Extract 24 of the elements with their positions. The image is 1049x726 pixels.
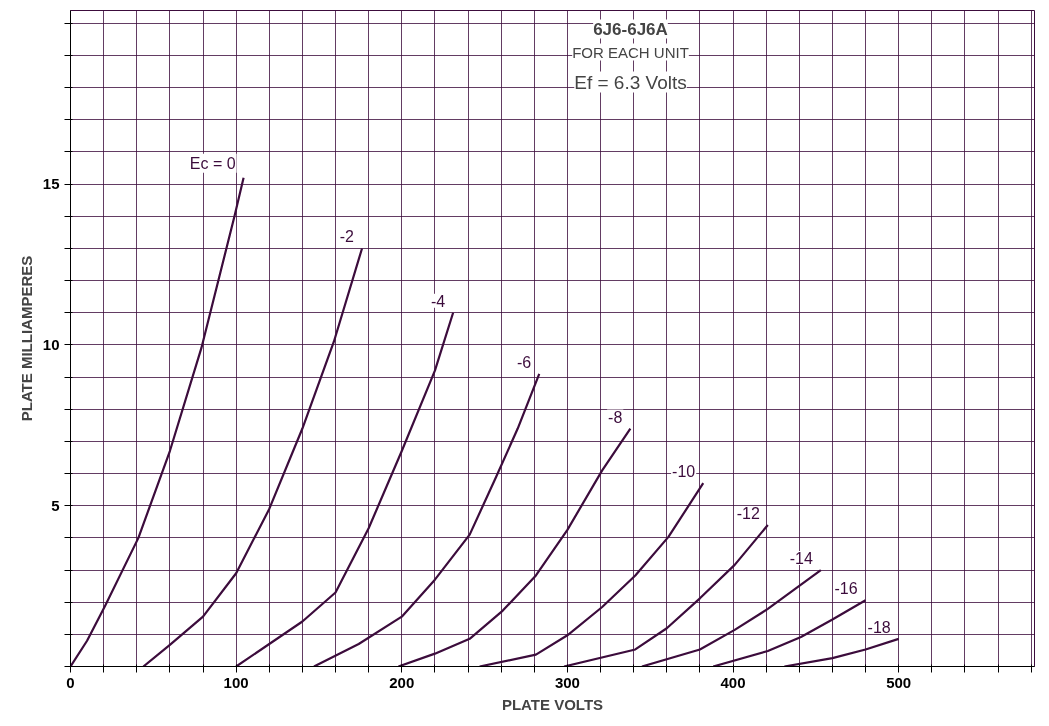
series-label: -14	[789, 550, 813, 568]
series-label: -4	[430, 292, 446, 310]
annotation: Ef = 6.3 Volts	[574, 71, 687, 93]
series-label: -10	[672, 463, 696, 481]
x-tick-label: 300	[554, 673, 580, 691]
x-tick-label: 0	[66, 673, 75, 691]
y-tick-label: 10	[42, 335, 60, 353]
y-tick-label: 5	[51, 496, 60, 514]
series-label: -8	[608, 408, 623, 426]
x-tick-label: 100	[223, 673, 249, 691]
x-tick-label: 400	[720, 673, 746, 691]
x-axis-title: PLATE VOLTS	[501, 695, 604, 713]
text: FOR EACH UNIT	[572, 43, 689, 61]
y-tick-label: 15	[42, 175, 60, 193]
series-label: -12	[736, 505, 760, 523]
y-axis-title: PLATE MILLIAMPERES	[17, 255, 35, 422]
series-label: -16	[834, 580, 858, 598]
series-label: -2	[339, 228, 355, 246]
text: 6J6-6J6A	[593, 19, 668, 39]
series-label: -6	[517, 353, 532, 371]
x-tick-label: 500	[886, 673, 912, 691]
series-label: -18	[867, 618, 891, 636]
series-label: Ec = 0	[189, 154, 236, 172]
x-tick-label: 200	[389, 673, 415, 691]
